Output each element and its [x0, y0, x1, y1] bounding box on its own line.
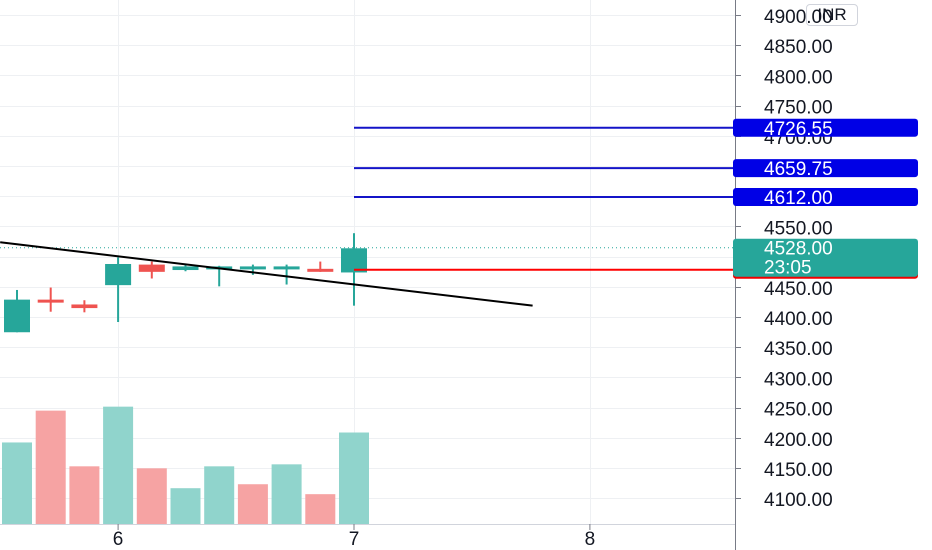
- candle-body: [273, 266, 300, 270]
- level-price-label-bg: [733, 159, 918, 178]
- y-tick-label: 4450.00: [764, 279, 833, 300]
- y-tick-label: 4100.00: [764, 490, 833, 511]
- y-tick-label: 4400.00: [764, 309, 833, 330]
- currency-badge[interactable]: INR: [806, 4, 858, 26]
- volume-bar: [237, 484, 268, 524]
- y-tick-label: 4300.00: [764, 369, 833, 390]
- candle-body: [37, 299, 64, 303]
- volume-bar: [271, 464, 302, 524]
- candle-body: [4, 299, 30, 333]
- volume-bar: [69, 466, 100, 524]
- candle-body: [71, 304, 98, 309]
- volume-bar: [204, 466, 235, 524]
- level-price-label-bg: [733, 187, 918, 206]
- y-tick-label: 4200.00: [764, 430, 833, 451]
- trend-line[interactable]: [0, 241, 533, 307]
- y-tick-label: 4750.00: [764, 98, 833, 119]
- y-tick-label: 4250.00: [764, 400, 833, 421]
- volume-bar: [339, 432, 369, 524]
- volume-bar: [170, 488, 201, 524]
- y-tick-label: 4850.00: [764, 37, 833, 58]
- candle-body: [172, 266, 199, 271]
- drawn-lines[interactable]: [0, 126, 735, 307]
- level-price-label-text: 4612.00: [764, 188, 833, 209]
- y-tick-label: 4350.00: [764, 339, 833, 360]
- candle-body: [138, 264, 165, 272]
- candle-body: [239, 266, 266, 270]
- volume-bar: [136, 468, 167, 524]
- level-price-label-text: 4659.75: [764, 159, 833, 180]
- last-price-label-text: 4528.00: [764, 239, 833, 260]
- x-tick-label: 8: [585, 529, 596, 550]
- x-tick-label: 6: [113, 529, 124, 550]
- y-tick-label: 4800.00: [764, 67, 833, 88]
- last-price-label-bg: [733, 238, 918, 277]
- candle-body: [341, 248, 367, 273]
- time-axis[interactable]: 6 7 8: [113, 524, 595, 550]
- candle-body: [105, 263, 132, 286]
- volume-bar: [2, 442, 32, 524]
- volume-bar: [305, 494, 336, 524]
- level-price-label-text: 4726.55: [764, 119, 833, 140]
- y-tick-label: 4550.00: [764, 218, 833, 239]
- volume-bar: [103, 406, 134, 524]
- y-tick-label: 4150.00: [764, 460, 833, 481]
- y-tick-label: 4900.00: [764, 7, 833, 28]
- last-price-label-countdown: 23:05: [764, 258, 812, 279]
- level-price-label-bg: [733, 118, 918, 137]
- volume-bar: [35, 410, 66, 524]
- candle-body: [307, 268, 334, 272]
- volume-bars: [2, 406, 369, 524]
- x-tick-label: 7: [349, 529, 360, 550]
